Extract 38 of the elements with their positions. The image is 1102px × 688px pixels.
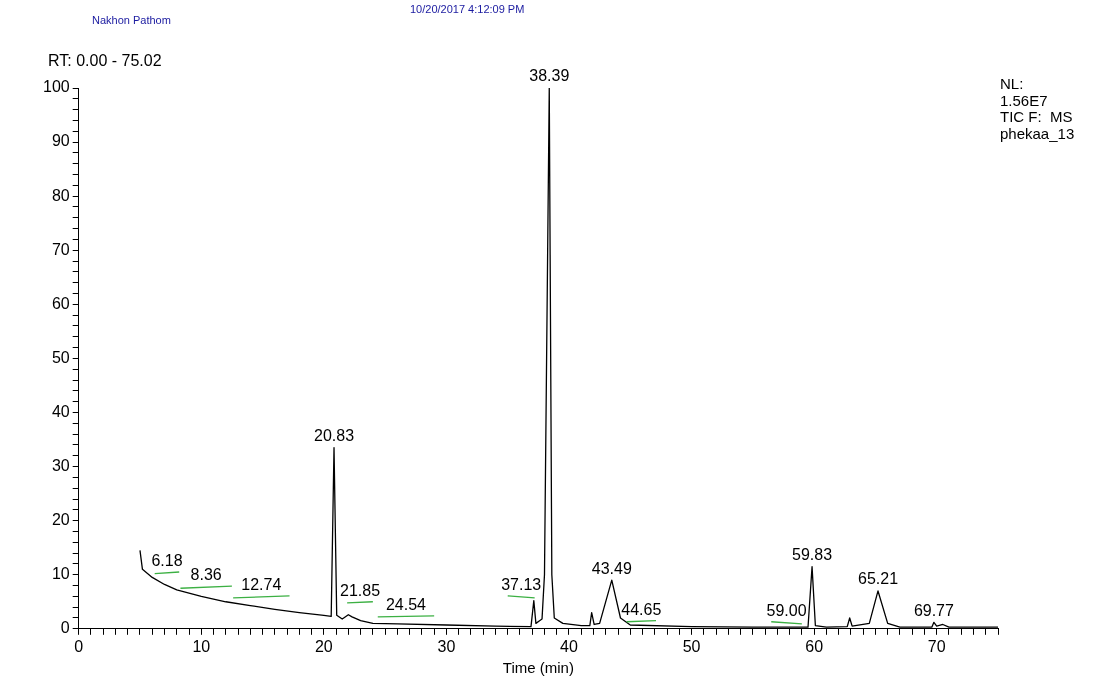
annotation: 65.21 [857,570,899,588]
y-tick-label: 60 [51,294,70,312]
annotation: 43.49 [591,559,632,577]
annotation: 37.13 [501,576,542,594]
annotation: 59.83 [792,546,833,564]
annotation: 8.36 [190,566,222,584]
annotation: 69.77 [913,601,955,619]
annotation: 38.39 [529,67,570,85]
y-tick-label: 70 [51,240,70,258]
annotation: 20.83 [313,427,355,445]
x-tick-label: 40 [560,637,578,655]
x-tick-label: 50 [682,637,701,655]
annotation: 12.74 [241,576,282,594]
annotation: 59.00 [766,602,807,620]
y-tick-label: 90 [51,132,70,150]
y-tick-label: 40 [51,402,70,420]
x-tick-label: 20 [314,637,333,655]
annotation: 24.54 [385,596,427,614]
x-tick-label: 60 [805,637,824,655]
text: 10/20/2017 4:12:09 PM [410,3,525,16]
y-tick-label: 80 [51,186,70,204]
x-tick-label: 0 [74,637,84,655]
text: RT: 0.00 - 75.02 [48,52,162,70]
annotation: 44.65 [621,601,662,619]
x-tick-label: 10 [192,637,211,655]
y-tick-label: 20 [51,511,70,529]
y-tick-label: 50 [51,348,70,366]
y-tick-label: 30 [51,456,70,474]
x-tick-label: 70 [927,637,946,655]
x-tick-label: 30 [437,637,456,655]
text: Nakhon Pathom [92,14,171,27]
text: NL: 1.56E7 TIC F: MS phekaa_13 [1000,75,1075,142]
x-axis-title: Time (min) [502,659,574,677]
y-tick-label: 100 [42,78,70,96]
annotation: 6.18 [151,552,183,570]
annotation: 21.85 [339,582,381,600]
y-tick-label: 10 [51,565,70,583]
y-tick-label: 0 [60,619,70,637]
